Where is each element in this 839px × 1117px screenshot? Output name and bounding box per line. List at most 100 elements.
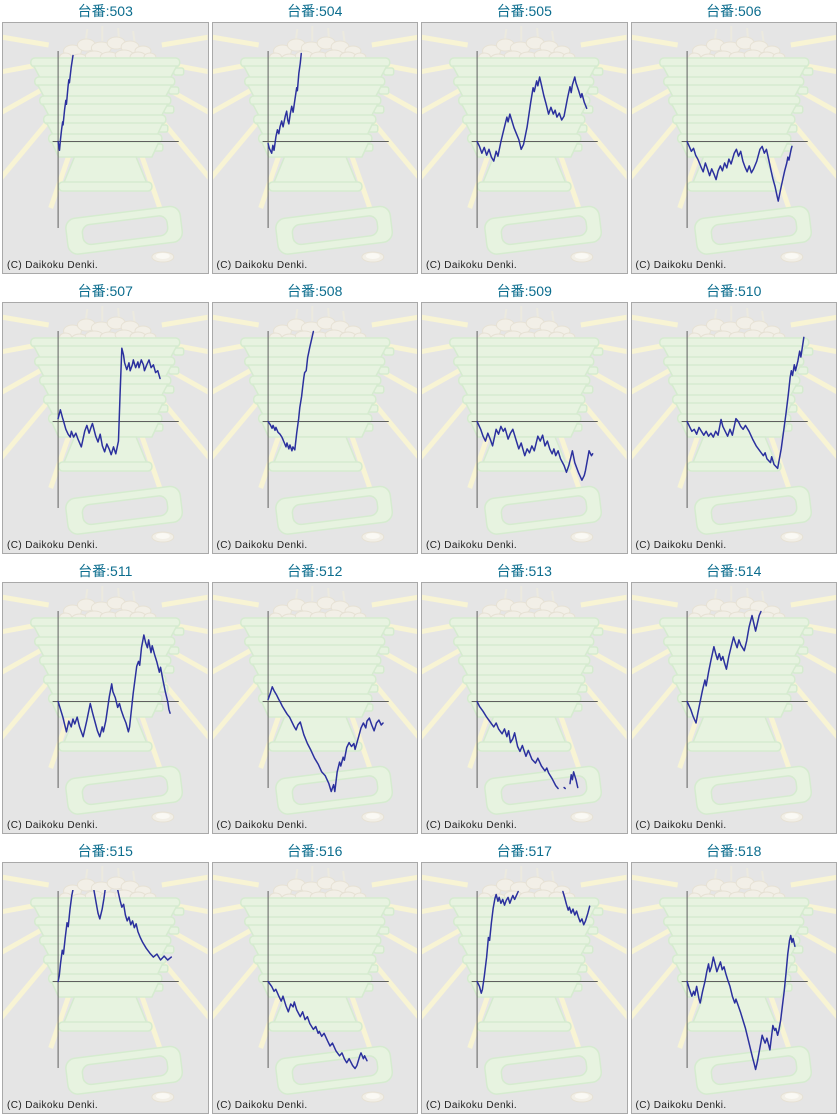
series-group bbox=[685, 934, 796, 1071]
axes bbox=[262, 891, 389, 1068]
panel-title: 台番:510 bbox=[706, 283, 762, 299]
machine-chart-panel: 台番:508 (C) Daikoku Denki. bbox=[211, 282, 418, 554]
machine-chart-panel: 台番:515 (C) Daikoku Denki. bbox=[2, 842, 209, 1114]
series-group bbox=[57, 890, 173, 983]
axes bbox=[471, 51, 598, 228]
copyright-label: (C) Daikoku Denki. bbox=[7, 540, 99, 551]
panel-title: 台番:508 bbox=[287, 283, 343, 299]
machine-chart-panel: 台番:506 (C) Daikoku Denki. bbox=[630, 2, 837, 274]
machine-watermark bbox=[632, 866, 837, 1102]
copyright-label: (C) Daikoku Denki. bbox=[635, 260, 727, 271]
panel-title: 台番:504 bbox=[287, 3, 343, 19]
series-line bbox=[57, 890, 74, 983]
copyright-label: (C) Daikoku Denki. bbox=[7, 260, 99, 271]
axes bbox=[471, 891, 598, 1068]
series-line bbox=[476, 420, 594, 481]
line-chart-svg bbox=[422, 303, 627, 553]
series-line bbox=[562, 890, 591, 926]
axes bbox=[52, 331, 179, 508]
line-chart-svg bbox=[422, 583, 627, 833]
panel-title: 台番:503 bbox=[77, 3, 133, 19]
series-group bbox=[476, 890, 591, 994]
series-line bbox=[266, 980, 368, 1070]
line-chart-svg bbox=[3, 583, 208, 833]
copyright-label: (C) Daikoku Denki. bbox=[7, 1100, 99, 1111]
machine-watermark bbox=[213, 586, 418, 822]
machine-chart-panel: 台番:517 (C) Daikoku Denki. bbox=[421, 842, 628, 1114]
machine-watermark bbox=[3, 866, 208, 1102]
series-line bbox=[685, 336, 805, 470]
axes bbox=[681, 51, 808, 228]
panel-title: 台番:518 bbox=[706, 843, 762, 859]
machine-watermark bbox=[3, 26, 208, 262]
copyright-label: (C) Daikoku Denki. bbox=[426, 1100, 518, 1111]
copyright-label: (C) Daikoku Denki. bbox=[635, 1100, 727, 1111]
chart-area: (C) Daikoku Denki. bbox=[211, 582, 418, 834]
machine-watermark bbox=[422, 306, 627, 542]
copyright-label: (C) Daikoku Denki. bbox=[426, 540, 518, 551]
series-line bbox=[116, 890, 173, 961]
series-group bbox=[266, 686, 384, 793]
machine-chart-panel: 台番:509 (C) Daikoku Denki. bbox=[421, 282, 628, 554]
series-group bbox=[266, 52, 302, 154]
machine-watermark bbox=[3, 586, 208, 822]
panel-title: 台番:509 bbox=[496, 283, 552, 299]
series-line bbox=[476, 700, 559, 790]
copyright-label: (C) Daikoku Denki. bbox=[216, 820, 308, 831]
machine-chart-panel: 台番:514 (C) Daikoku Denki. bbox=[630, 562, 837, 834]
series-line bbox=[57, 347, 161, 456]
chart-area: (C) Daikoku Denki. bbox=[630, 582, 837, 834]
line-chart-svg bbox=[3, 863, 208, 1113]
machine-watermark bbox=[213, 26, 418, 262]
series-line bbox=[685, 610, 762, 724]
line-chart-svg bbox=[632, 23, 837, 273]
series-group bbox=[476, 420, 594, 481]
panel-title: 台番:507 bbox=[77, 283, 133, 299]
series-group bbox=[266, 330, 314, 452]
axes bbox=[681, 611, 808, 788]
series-line bbox=[57, 54, 74, 152]
line-chart-svg bbox=[213, 23, 418, 273]
copyright-label: (C) Daikoku Denki. bbox=[426, 820, 518, 831]
chart-area: (C) Daikoku Denki. bbox=[630, 862, 837, 1114]
panel-title: 台番:517 bbox=[496, 843, 552, 859]
machine-watermark bbox=[213, 306, 418, 542]
panel-title: 台番:512 bbox=[287, 563, 343, 579]
copyright-label: (C) Daikoku Denki. bbox=[426, 260, 518, 271]
machine-watermark bbox=[422, 586, 627, 822]
series-group bbox=[57, 347, 161, 456]
line-chart-svg bbox=[213, 863, 418, 1113]
series-line bbox=[476, 76, 588, 162]
copyright-label: (C) Daikoku Denki. bbox=[216, 540, 308, 551]
machine-chart-panel: 台番:507 (C) Daikoku Denki. bbox=[2, 282, 209, 554]
chart-area: (C) Daikoku Denki. bbox=[421, 302, 628, 554]
series-line bbox=[476, 890, 519, 994]
copyright-label: (C) Daikoku Denki. bbox=[635, 820, 727, 831]
chart-area: (C) Daikoku Denki. bbox=[630, 22, 837, 274]
series-group bbox=[57, 634, 171, 738]
series-group bbox=[476, 76, 588, 162]
chart-area: (C) Daikoku Denki. bbox=[2, 862, 209, 1114]
series-group bbox=[685, 336, 805, 470]
panel-title: 台番:514 bbox=[706, 563, 762, 579]
copyright-label: (C) Daikoku Denki. bbox=[216, 260, 308, 271]
chart-area: (C) Daikoku Denki. bbox=[2, 302, 209, 554]
line-chart-svg bbox=[213, 583, 418, 833]
chart-area: (C) Daikoku Denki. bbox=[421, 22, 628, 274]
machine-chart-panel: 台番:512 (C) Daikoku Denki. bbox=[211, 562, 418, 834]
panel-title: 台番:505 bbox=[496, 3, 552, 19]
machine-watermark bbox=[632, 26, 837, 262]
machine-watermark bbox=[632, 586, 837, 822]
series-line bbox=[569, 771, 579, 789]
panel-title: 台番:515 bbox=[77, 843, 133, 859]
machine-chart-panel: 台番:505 (C) Daikoku Denki. bbox=[421, 2, 628, 274]
machine-chart-panel: 台番:510 (C) Daikoku Denki. bbox=[630, 282, 837, 554]
line-chart-svg bbox=[213, 303, 418, 553]
series-line bbox=[685, 140, 793, 202]
chart-area: (C) Daikoku Denki. bbox=[421, 862, 628, 1114]
line-chart-svg bbox=[422, 23, 627, 273]
axes bbox=[681, 891, 808, 1068]
series-line bbox=[685, 934, 796, 1071]
machine-chart-panel: 台番:511 (C) Daikoku Denki. bbox=[2, 562, 209, 834]
